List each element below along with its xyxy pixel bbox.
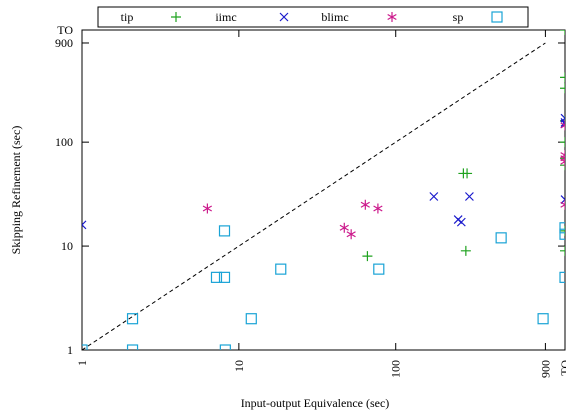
blimc-point (373, 203, 383, 214)
sp-point (218, 271, 231, 283)
data-points (82, 30, 565, 350)
y-tick-label: 900 (55, 36, 73, 50)
iimc-point (560, 195, 565, 205)
tip-point (362, 251, 373, 262)
blimc-point (560, 199, 565, 210)
sp-point (373, 263, 385, 275)
y-tick-label: 100 (55, 135, 73, 149)
x-axis-title: Input-output Equivalence (sec) (241, 396, 390, 410)
tip-point (560, 153, 565, 164)
sp-point (275, 263, 287, 275)
points-layer (82, 30, 565, 350)
x-tick-label: 1 (75, 360, 89, 366)
blimc-point (560, 153, 565, 164)
x-tick-label: 10 (232, 360, 246, 372)
tip-point (460, 245, 471, 256)
y-tick-label: TO (57, 23, 73, 37)
tip-point (560, 72, 565, 83)
sp-point (126, 344, 139, 350)
blimc-point (339, 222, 349, 233)
diagonal-line (81, 42, 546, 351)
sp-point (245, 313, 257, 325)
sp-point (495, 232, 507, 244)
plot-frame (81, 29, 566, 351)
legend-box (97, 6, 529, 28)
sp-point (218, 225, 231, 237)
blimc-point (346, 229, 356, 240)
blimc-point (202, 203, 213, 214)
sp-point (559, 271, 565, 283)
x-tick-label: TO (558, 360, 566, 376)
legend-label-tip: tip (121, 10, 134, 24)
sp-point (219, 344, 231, 350)
tip-point (462, 168, 473, 179)
sp-point (559, 228, 565, 240)
tip-point (560, 137, 565, 148)
sp-point (559, 222, 565, 234)
sp-point (126, 313, 139, 325)
legend-label-blimc: blimc (321, 10, 348, 24)
legend-marker-tip (171, 12, 181, 22)
y-tick-label: 1 (67, 343, 73, 357)
tip-point (560, 245, 565, 256)
iimc-point (464, 192, 474, 201)
x-tick-label: 100 (389, 360, 403, 378)
sp-point (537, 313, 549, 325)
y-tick-label: 10 (61, 239, 73, 253)
legend-label-sp: sp (453, 10, 464, 24)
blimc-point (560, 156, 565, 167)
iimc-point (560, 117, 565, 127)
tip-point (560, 225, 565, 236)
y-axis-title: Skipping Refinement (sec) (9, 126, 23, 255)
legend-marker-sp (491, 11, 503, 23)
diagonal-layer (81, 42, 546, 351)
sp-point (210, 271, 223, 283)
legend-label-iimc: iimc (215, 10, 236, 24)
iimc-point (82, 220, 87, 230)
iimc-point (456, 217, 466, 227)
iimc-point (429, 192, 439, 201)
tip-point (560, 83, 565, 94)
x-tick-label: 900 (538, 360, 552, 378)
blimc-point (560, 120, 565, 131)
legend: tip iimc blimc sp (97, 6, 529, 28)
legend-marker-iimc (279, 12, 289, 22)
tip-point (560, 160, 565, 171)
blimc-point (360, 199, 370, 210)
legend-marker-blimc (387, 12, 397, 22)
